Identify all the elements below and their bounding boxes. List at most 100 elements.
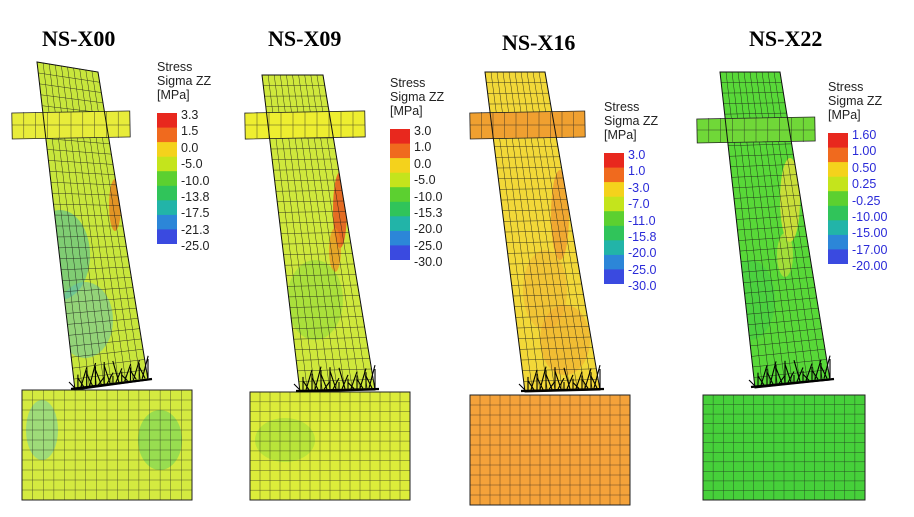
legend-swatch — [390, 187, 410, 203]
footing-outline — [249, 391, 411, 501]
contour-region — [287, 260, 343, 340]
legend-swatch — [157, 229, 177, 244]
stress-legend: Stress Sigma ZZ [MPa] 1.60 1.00 0.50 0.2… — [828, 80, 887, 273]
legend-swatch — [828, 205, 848, 221]
crack-mark — [115, 368, 123, 383]
legend-tick: -17.00 — [852, 242, 888, 257]
crack-mark — [341, 374, 349, 390]
legend-color-bar — [828, 133, 848, 264]
crack-mark — [778, 375, 786, 384]
legend-tick: -10.0 — [414, 189, 443, 204]
legend-title: Stress — [157, 60, 193, 74]
legend-title: Stress — [604, 100, 640, 114]
legend-tick: 1.0 — [628, 164, 646, 179]
crack-mark — [566, 374, 574, 390]
legend-swatch — [828, 191, 848, 207]
legend-tick: 1.5 — [181, 124, 199, 139]
crack-mark — [811, 369, 819, 380]
legend-swatch — [157, 214, 177, 231]
legend-color-bar — [604, 153, 624, 284]
column-body — [720, 72, 830, 388]
legend-swatch — [157, 127, 177, 143]
legend-tick: -15.00 — [852, 226, 888, 241]
crack-mark — [518, 383, 526, 391]
legend-tick: 1.0 — [414, 140, 432, 155]
cap-mesh — [697, 118, 815, 142]
footing-outline — [702, 394, 866, 501]
crack-pattern — [518, 365, 601, 391]
legend-tick: -30.0 — [414, 255, 443, 270]
crack-mark — [581, 379, 589, 389]
base-joint-line — [295, 387, 380, 393]
legend-swatch — [828, 176, 848, 192]
base-joint-line — [70, 377, 153, 391]
legend-unit: [MPa] — [828, 108, 861, 122]
fe-model-ns-x00 — [11, 61, 193, 501]
crack-mark — [293, 383, 301, 391]
legend-tick: -0.25 — [852, 193, 881, 208]
legend-swatch — [604, 153, 624, 169]
legend-tick: -20.0 — [414, 222, 443, 237]
crack-mark — [793, 360, 801, 382]
legend-swatch — [828, 133, 848, 149]
crack-mark — [347, 382, 355, 389]
legend-swatch — [604, 269, 624, 284]
cap-mesh — [245, 112, 365, 138]
crack-mark — [802, 373, 810, 381]
legend-tick: 0.0 — [414, 156, 432, 171]
legend-swatch — [157, 171, 177, 187]
crack-mark — [787, 371, 795, 383]
stress-legend: Stress Sigma ZZ [MPa] 3.3 1.5 0.0 -5.0 -… — [157, 60, 212, 253]
crack-mark — [784, 363, 792, 383]
legend-swatch — [157, 113, 177, 129]
legend-tick: -21.3 — [181, 222, 210, 237]
legend-tick: 0.50 — [852, 160, 877, 175]
legend-tick: 3.0 — [414, 124, 432, 138]
legend-tick: -7.0 — [628, 197, 650, 212]
legend-quantity: Sigma ZZ — [157, 74, 212, 88]
crack-mark — [590, 375, 598, 389]
crack-mark — [820, 366, 828, 379]
crack-mark — [329, 370, 337, 390]
crack-mark — [121, 374, 128, 382]
contour-region — [725, 260, 775, 340]
legend-swatch — [157, 185, 177, 201]
legend-tick: -11.0 — [628, 213, 656, 228]
crack-mark — [320, 374, 328, 390]
legend-tick: -15.3 — [414, 205, 443, 220]
legend-tick: -25.0 — [628, 262, 657, 277]
crack-mark — [757, 375, 765, 386]
legend-tick: -25.0 — [181, 239, 210, 254]
legend-swatch — [157, 142, 177, 158]
contour-region — [57, 282, 113, 358]
legend-color-bar — [390, 129, 410, 260]
legend-tick: -25.0 — [414, 238, 443, 253]
legend-swatch — [828, 147, 848, 163]
legend-swatch — [604, 196, 624, 212]
crack-mark — [106, 372, 114, 384]
legend-unit: [MPa] — [390, 104, 423, 118]
legend-swatch — [390, 129, 410, 145]
legend-swatch — [604, 182, 624, 198]
crack-pattern — [748, 355, 831, 387]
panel-title: NS-X00 — [42, 26, 116, 51]
stress-legend: Stress Sigma ZZ [MPa] 3.0 1.0 0.0 -5.0 -… — [390, 76, 444, 269]
legend-tick: -13.8 — [181, 189, 210, 204]
legend-tick: -10.0 — [181, 173, 210, 188]
footing-outline — [21, 389, 193, 501]
panel-title: NS-X09 — [268, 26, 342, 51]
crack-pattern — [68, 355, 149, 389]
legend-swatch — [604, 167, 624, 183]
crack-mark — [302, 380, 310, 391]
legend-tick: -20.00 — [852, 259, 888, 274]
legend-swatch — [390, 201, 410, 217]
crack-mark — [112, 360, 120, 383]
legend-tick: 3.0 — [628, 148, 646, 162]
legend-swatch — [828, 249, 848, 264]
crack-mark — [97, 376, 105, 386]
legend-tick: -3.0 — [628, 180, 650, 195]
legend-title: Stress — [390, 76, 426, 90]
legend-tick: -5.0 — [414, 173, 436, 188]
legend-swatch — [828, 234, 848, 251]
crack-mark — [563, 367, 571, 389]
